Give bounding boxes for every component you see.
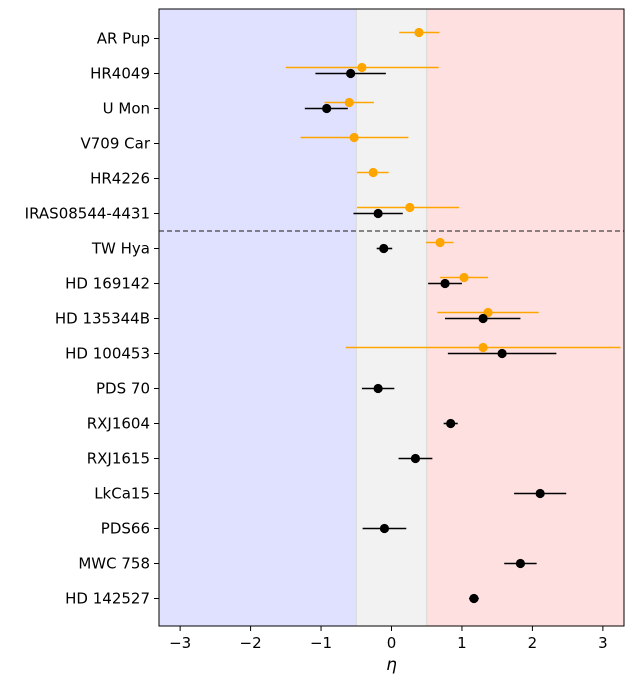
point-black-hr4049: [346, 68, 356, 79]
y-tick-label-hr4049: HR4049: [90, 65, 150, 83]
y-tick-label-iras08544-4431: IRAS08544-4431: [25, 205, 150, 223]
x-tick-label-4: 1: [457, 634, 467, 652]
y-tick-label-pds66: PDS66: [101, 520, 150, 538]
point-black-rxj1604: [446, 418, 456, 429]
point-black-hd-169142: [440, 278, 450, 289]
x-tick-label-1: −2: [240, 634, 262, 652]
point-black-hd-100453: [497, 348, 507, 359]
point-orange-hr4049: [357, 62, 367, 73]
x-tick-label-3: 0: [387, 634, 397, 652]
band-1: [356, 9, 427, 626]
point-orange-tw-hya: [435, 237, 445, 248]
point-orange-hd-169142: [459, 272, 469, 283]
point-orange-u-mon: [344, 97, 354, 108]
point-orange-ar-pup: [414, 27, 424, 38]
point-black-hd-142527: [469, 593, 479, 604]
y-tick-label-mwc-758: MWC 758: [78, 555, 150, 573]
y-tick-label-v709-car: V709 Car: [81, 135, 151, 153]
point-black-rxj1615: [410, 453, 421, 464]
point-black-iras08544-4431: [373, 208, 383, 219]
point-black-lkca15: [535, 488, 545, 499]
band-2: [426, 9, 624, 626]
point-black-pds-70: [373, 383, 383, 394]
y-tick-label-rxj1604: RXJ1604: [87, 415, 150, 433]
y-tick-label-tw-hya: TW Hya: [91, 240, 150, 258]
point-orange-iras08544-4431: [405, 202, 415, 213]
point-orange-hr4226: [368, 167, 378, 178]
y-tick-label-rxj1615: RXJ1615: [87, 450, 150, 468]
point-orange-v709-car: [349, 132, 359, 143]
x-axis-ticks: −3 −2 −1 0 1 2 3: [169, 626, 608, 652]
y-tick-label-hd-169142: HD 169142: [65, 275, 150, 293]
y-tick-label-u-mon: U Mon: [103, 100, 150, 118]
y-tick-label-lkca15: LkCa15: [94, 485, 150, 503]
point-orange-hd-100453: [478, 342, 488, 353]
band-0: [159, 9, 357, 626]
y-tick-label-ar-pup: AR Pup: [97, 30, 150, 48]
x-tick-label-5: 2: [528, 634, 538, 652]
x-axis-label: η: [386, 655, 397, 675]
x-tick-label-6: 3: [598, 634, 608, 652]
y-axis-ticks: AR Pup HR4049 U Mon V709 Car HR4226 IRAS08544…: [25, 30, 159, 608]
y-tick-label-hr4226: HR4226: [90, 170, 150, 188]
point-black-u-mon: [322, 103, 332, 114]
y-tick-label-pds-70: PDS 70: [96, 380, 150, 398]
point-black-tw-hya: [379, 243, 389, 254]
point-black-hd-135344b: [478, 313, 488, 324]
background-bands: [159, 9, 624, 626]
y-tick-label-hd-100453: HD 100453: [65, 345, 150, 363]
point-black-mwc-758: [515, 558, 526, 569]
y-tick-label-hd-142527: HD 142527: [65, 590, 150, 608]
y-tick-label-hd-135344b: HD 135344B: [55, 310, 150, 328]
point-black-pds66: [379, 523, 390, 534]
x-tick-label-2: −1: [310, 634, 332, 652]
points-layer: [322, 27, 545, 604]
x-tick-label-0: −3: [169, 634, 191, 652]
